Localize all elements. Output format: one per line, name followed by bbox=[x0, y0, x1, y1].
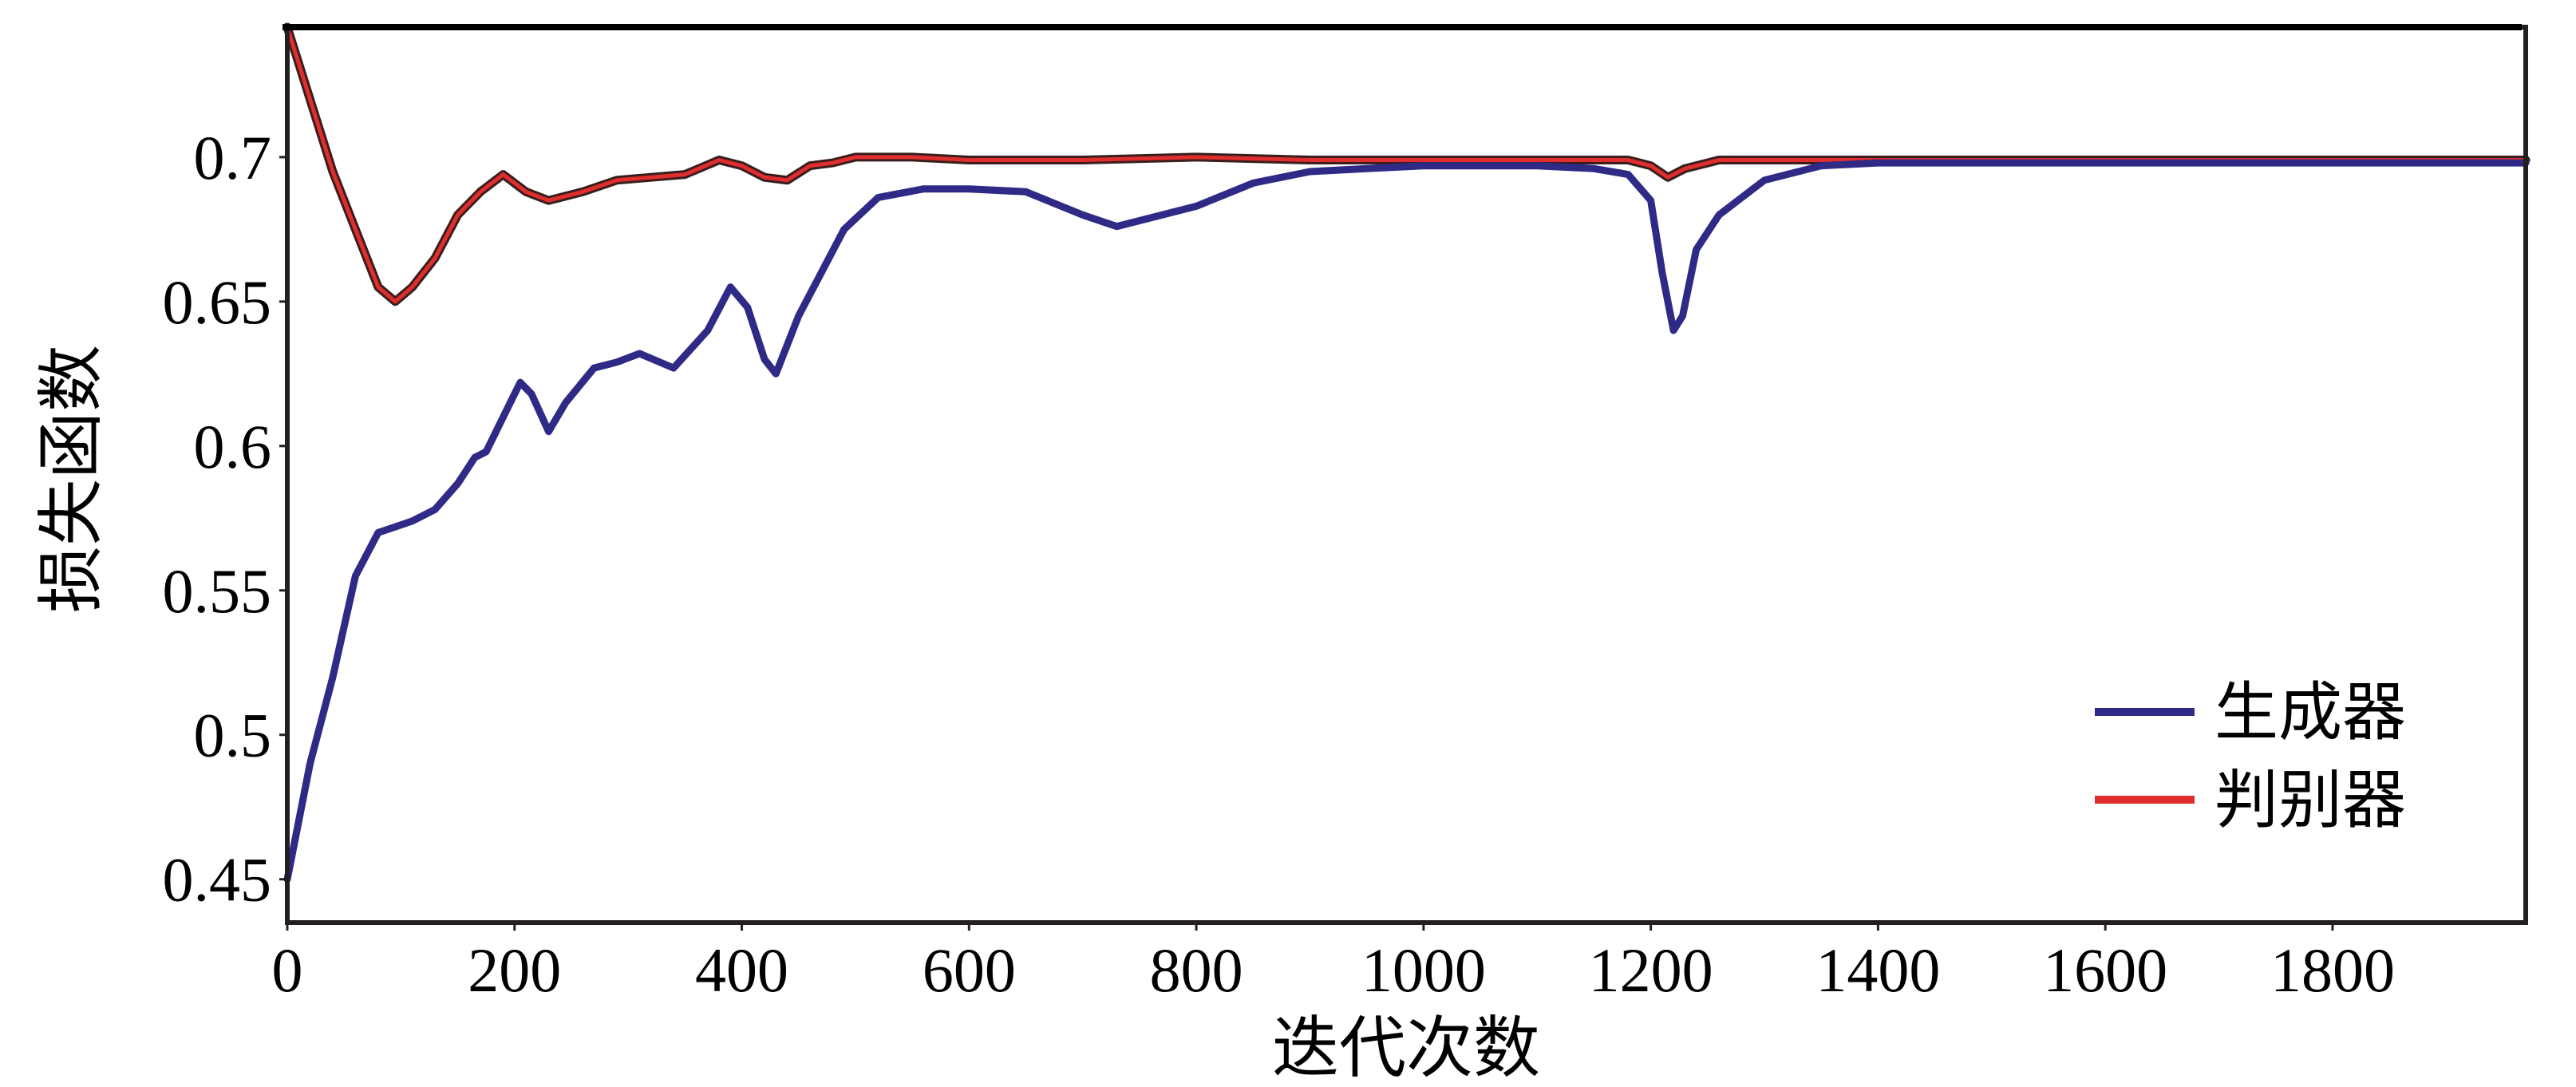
x-tick-label: 0 bbox=[272, 935, 303, 1005]
legend-label-generator: 生成器 bbox=[2214, 675, 2406, 749]
x-tick-label: 1600 bbox=[2043, 935, 2167, 1005]
x-tick-label: 1400 bbox=[1815, 935, 1940, 1005]
y-tick-label: 0.55 bbox=[163, 556, 272, 626]
x-tick-label: 800 bbox=[1150, 935, 1243, 1005]
x-tick-label: 1200 bbox=[1589, 935, 1713, 1005]
y-axis-title: 损失函数 bbox=[32, 345, 110, 613]
y-tick-label: 0.6 bbox=[194, 412, 272, 481]
x-tick-label: 200 bbox=[468, 935, 561, 1005]
legend-label-discriminator: 判别器 bbox=[2214, 763, 2406, 837]
x-axis-title: 迭代次数 bbox=[1272, 1009, 1540, 1087]
x-tick-label: 600 bbox=[923, 935, 1016, 1005]
y-axis: 0.45 0.5 0.55 0.6 0.65 0.7 bbox=[163, 123, 287, 915]
x-tick-label: 1800 bbox=[2270, 935, 2395, 1005]
y-tick-label: 0.7 bbox=[194, 123, 272, 192]
x-tick-label: 400 bbox=[695, 935, 788, 1005]
series-line-generator bbox=[283, 159, 2530, 883]
y-tick-label: 0.65 bbox=[163, 267, 272, 337]
series-line-discriminator bbox=[285, 25, 2528, 304]
series-layer bbox=[282, 22, 2531, 883]
y-tick-label: 0.5 bbox=[194, 701, 272, 770]
x-axis: 0 200 400 600 800 1000 1200 1400 1600 1800 bbox=[272, 923, 2395, 1005]
y-tick-label: 0.45 bbox=[163, 845, 272, 915]
x-tick-label: 1000 bbox=[1361, 935, 1486, 1005]
